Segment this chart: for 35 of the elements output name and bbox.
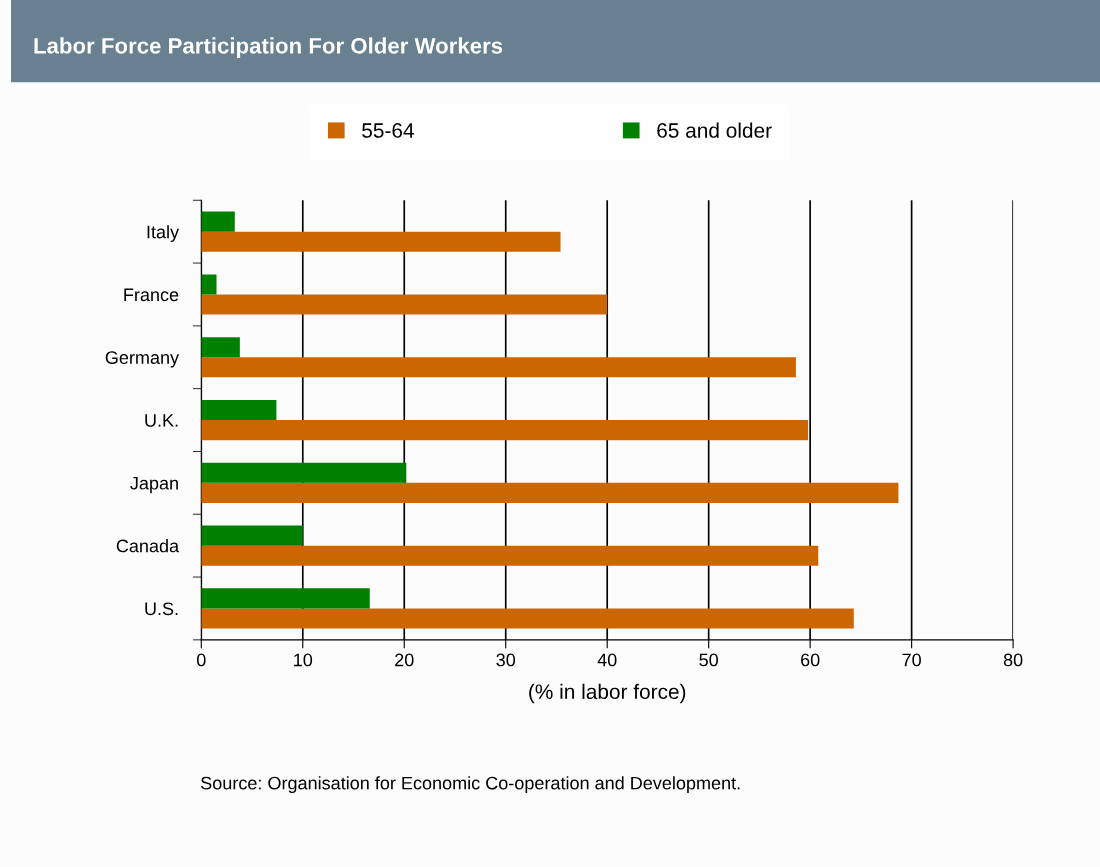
x-tick-label: 60 bbox=[801, 653, 820, 667]
bar bbox=[201, 231, 561, 252]
source-note: Source: Organisation for Economic Co-operation and Development. bbox=[201, 776, 740, 794]
x-tick-label: 70 bbox=[902, 653, 921, 667]
legend-label: 65 and older bbox=[657, 122, 772, 138]
bar bbox=[201, 608, 854, 629]
y-tick-label: Italy bbox=[147, 225, 180, 242]
bar bbox=[201, 357, 796, 378]
bar bbox=[201, 211, 235, 232]
y-tick-label: Canada bbox=[116, 539, 180, 553]
y-tick-label: Germany bbox=[105, 351, 180, 368]
bar bbox=[201, 399, 277, 421]
y-tick-label: France bbox=[124, 288, 179, 302]
bar bbox=[201, 545, 819, 566]
x-tick-label: 80 bbox=[1003, 653, 1023, 667]
bar bbox=[201, 588, 370, 609]
bar bbox=[201, 525, 303, 546]
bar bbox=[201, 294, 608, 315]
y-tick-label: Japan bbox=[130, 476, 178, 494]
x-axis-title: (% in labor force) bbox=[529, 683, 686, 704]
bar bbox=[201, 462, 407, 483]
x-tick-label: 50 bbox=[699, 653, 719, 667]
y-tick-label: U.K. bbox=[145, 414, 178, 427]
bar bbox=[201, 274, 217, 295]
x-tick-label: 30 bbox=[496, 653, 516, 667]
bar bbox=[201, 337, 240, 358]
chart-title: Labor Force Participation For Older Workers bbox=[34, 37, 503, 59]
bar bbox=[201, 420, 809, 441]
x-tick-label: 20 bbox=[395, 653, 414, 667]
x-tick-label: 0 bbox=[196, 653, 206, 667]
y-tick-label: U.S. bbox=[145, 602, 178, 616]
x-tick-label: 40 bbox=[597, 653, 617, 667]
x-tick-label: 10 bbox=[294, 653, 313, 667]
legend-label: 55-64 bbox=[362, 123, 414, 138]
bar bbox=[201, 482, 899, 503]
